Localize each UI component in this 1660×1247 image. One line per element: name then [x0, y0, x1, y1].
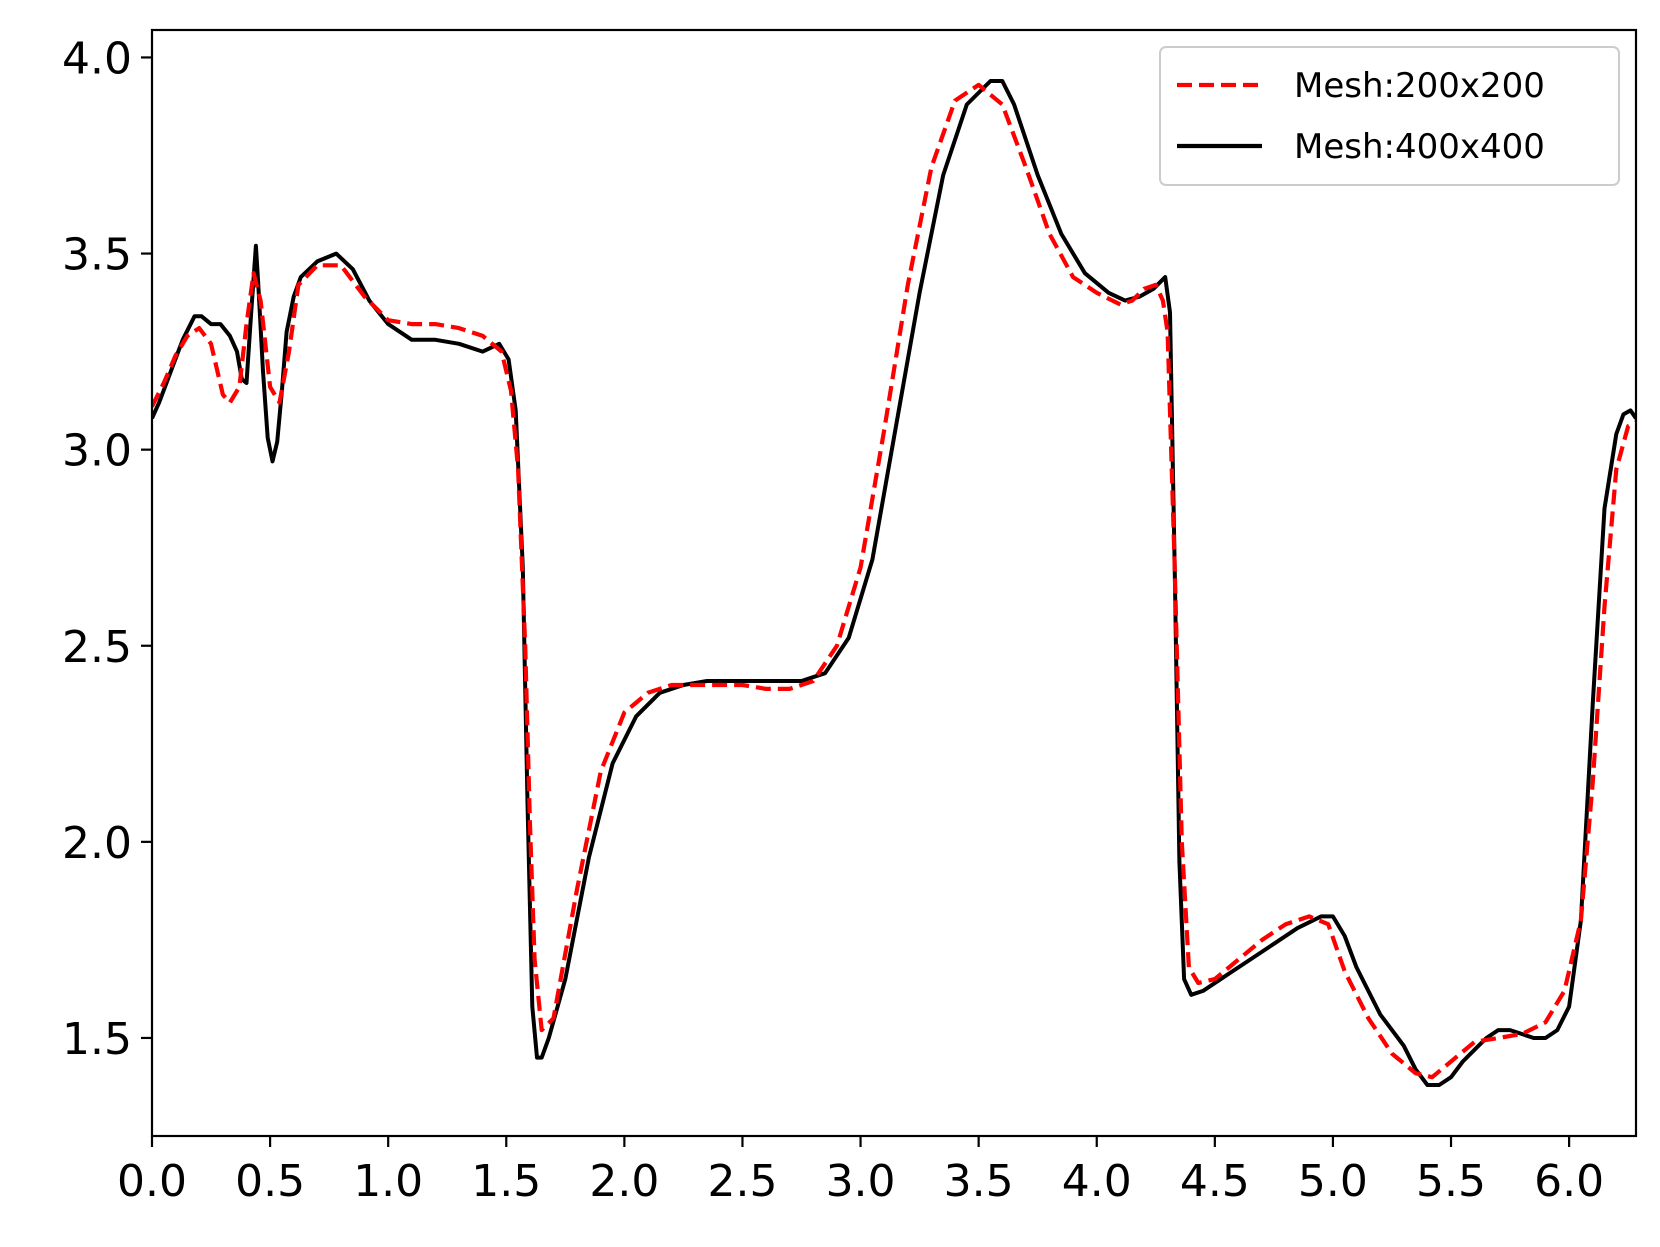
y-tick-label: 3.0: [62, 426, 132, 477]
legend: Mesh:200x200 Mesh:400x400: [1159, 46, 1620, 186]
x-tick-label: 6.0: [1534, 1156, 1604, 1207]
legend-label: Mesh:200x200: [1294, 66, 1545, 106]
x-tick-label: 4.0: [1062, 1156, 1132, 1207]
x-tick-label: 1.0: [353, 1156, 423, 1207]
x-tick-label: 1.5: [471, 1156, 541, 1207]
x-tick-label: 2.0: [589, 1156, 659, 1207]
legend-box: [1159, 46, 1620, 186]
legend-label: Mesh:400x400: [1294, 127, 1545, 167]
x-tick-label: 0.5: [235, 1156, 305, 1207]
y-axis: 1.5 2.0 2.5 3.0 3.5 4.0: [62, 33, 152, 1065]
x-tick-label: 2.5: [707, 1156, 777, 1207]
y-tick-label: 1.5: [62, 1014, 132, 1065]
series-line-solid: [152, 79, 1636, 1087]
x-tick-label: 5.5: [1416, 1156, 1486, 1207]
y-tick-label: 3.5: [62, 230, 132, 281]
series-line-dashed: [152, 82, 1636, 1080]
x-axis: 0.0 0.5 1.0 1.5 2.0 2.5 3.0 3.5 4.0 4.5 5.0 5.5 6.0: [117, 1136, 1604, 1207]
y-tick-label: 2.0: [62, 818, 132, 869]
plot-frame: [150, 28, 1638, 1138]
x-tick-label: 0.0: [117, 1156, 187, 1207]
y-tick-label: 4.0: [62, 33, 132, 84]
x-tick-label: 5.0: [1298, 1156, 1368, 1207]
series-layer: [152, 79, 1636, 1087]
x-tick-label: 3.5: [944, 1156, 1014, 1207]
y-tick-label: 2.5: [62, 622, 132, 673]
x-tick-label: 3.0: [826, 1156, 896, 1207]
x-tick-label: 4.5: [1180, 1156, 1250, 1207]
